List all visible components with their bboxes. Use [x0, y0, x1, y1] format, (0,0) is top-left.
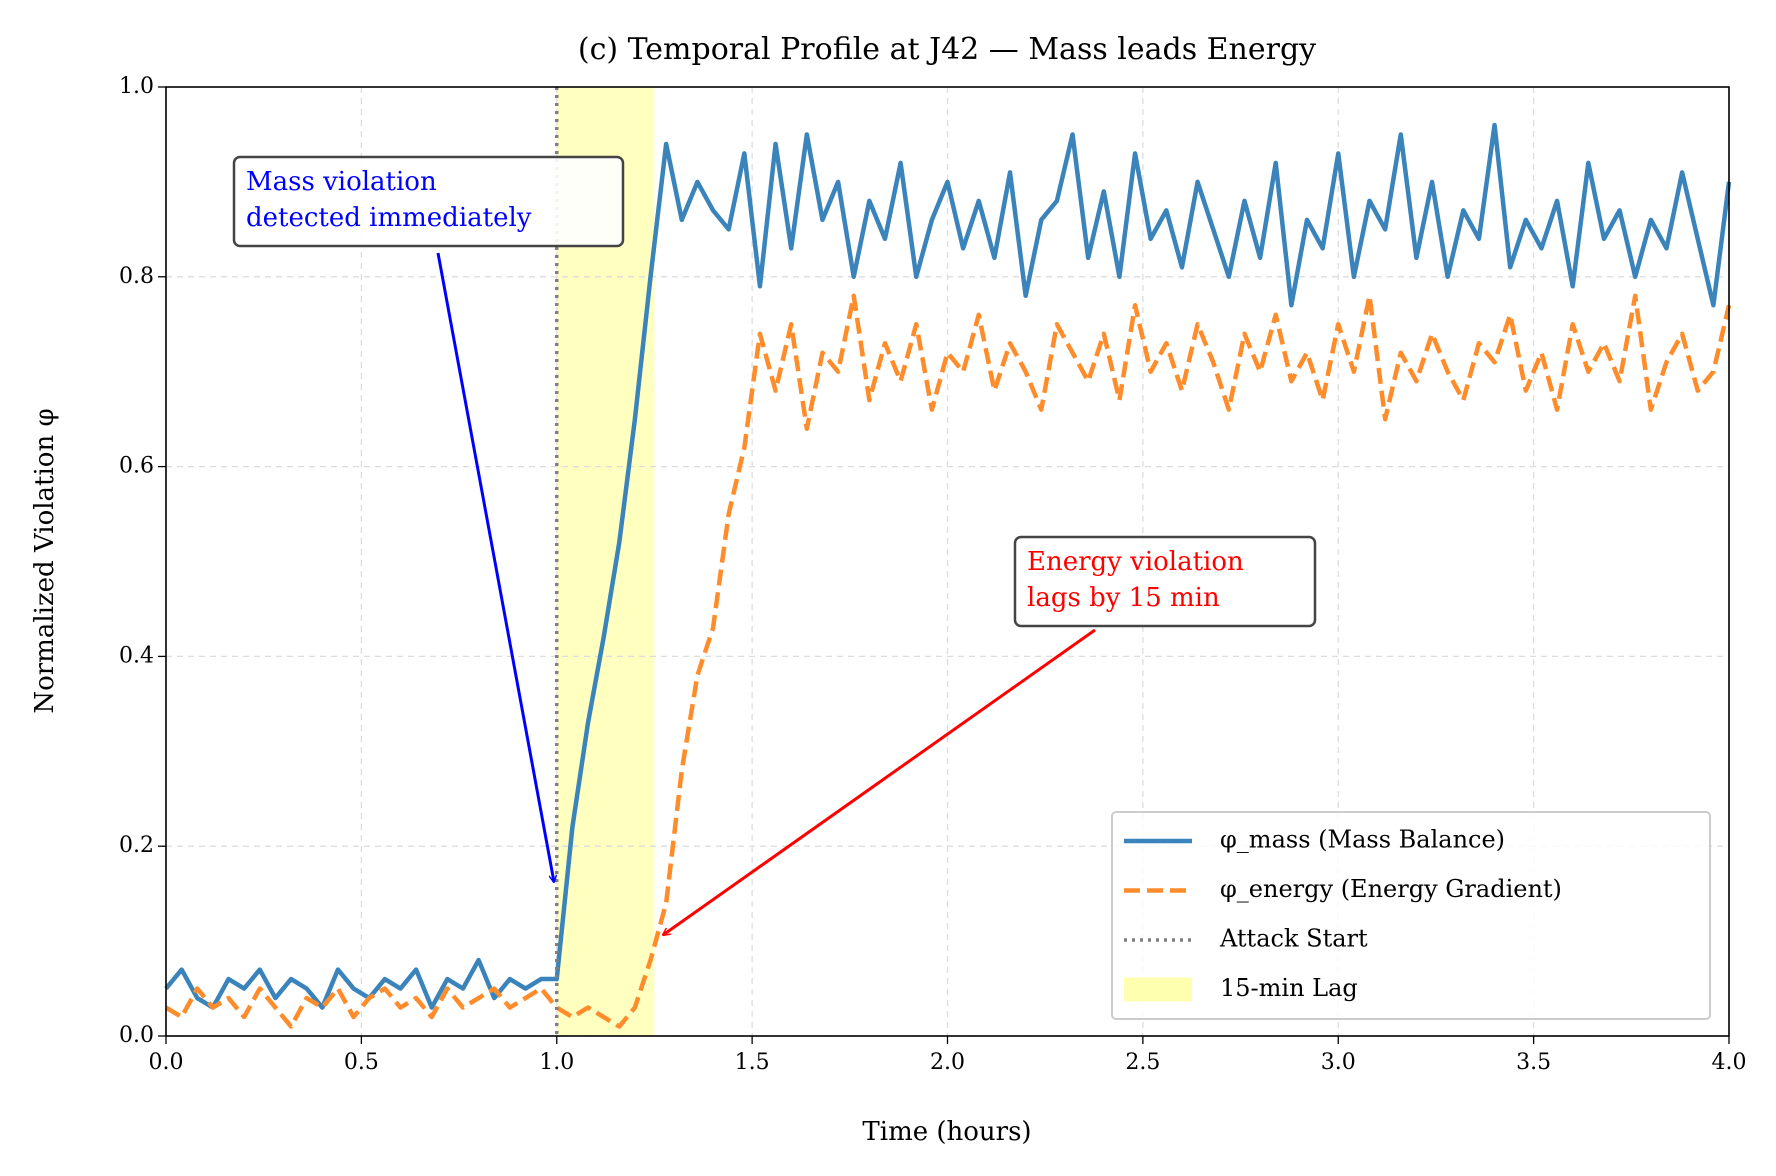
x-tick-label: 1.5 — [735, 1050, 770, 1075]
annotation-text: detected immediately — [246, 203, 532, 233]
annotation-arrow — [663, 628, 1096, 935]
y-tick-label: 1.0 — [119, 74, 154, 99]
x-tick-label: 0.0 — [149, 1050, 184, 1075]
x-tick-label: 3.5 — [1516, 1050, 1551, 1075]
x-tick-label: 2.0 — [930, 1050, 965, 1075]
legend-label: φ_energy (Energy Gradient) — [1220, 875, 1562, 903]
annotation-text: Mass violation — [246, 167, 437, 197]
annotation-text: Energy violation — [1027, 547, 1244, 577]
series-line — [164, 122, 1732, 1010]
y-tick-label: 0.4 — [119, 643, 154, 668]
annotation-box — [1013, 535, 1317, 628]
x-axis-label: Time (hours) — [862, 1117, 1031, 1147]
y-tick-label: 0.8 — [119, 264, 154, 289]
annotation-text: lags by 15 min — [1027, 583, 1220, 613]
legend-swatch — [1124, 977, 1192, 1002]
annotation-arrow — [436, 252, 554, 882]
legend-label: 15-min Lag — [1220, 974, 1358, 1002]
chart-title: (c) Temporal Profile at J42 — Mass leads… — [578, 32, 1316, 67]
legend-label: Attack Start — [1219, 925, 1368, 953]
x-tick-label: 3.0 — [1321, 1050, 1356, 1075]
x-tick-label: 2.5 — [1125, 1050, 1160, 1075]
x-tick-label: 4.0 — [1712, 1050, 1747, 1075]
annotation-box — [232, 155, 625, 248]
x-tick-label: 0.5 — [344, 1050, 379, 1075]
legend-label: φ_mass (Mass Balance) — [1220, 826, 1505, 854]
y-tick-label: 0.0 — [119, 1023, 154, 1048]
y-tick-label: 0.6 — [119, 454, 154, 479]
y-axis-label: Normalized Violation φ — [30, 408, 60, 713]
x-tick-label: 1.0 — [539, 1050, 574, 1075]
legend-box — [1111, 811, 1711, 1020]
y-tick-label: 0.2 — [119, 833, 154, 858]
plot-frame — [165, 86, 1730, 1037]
